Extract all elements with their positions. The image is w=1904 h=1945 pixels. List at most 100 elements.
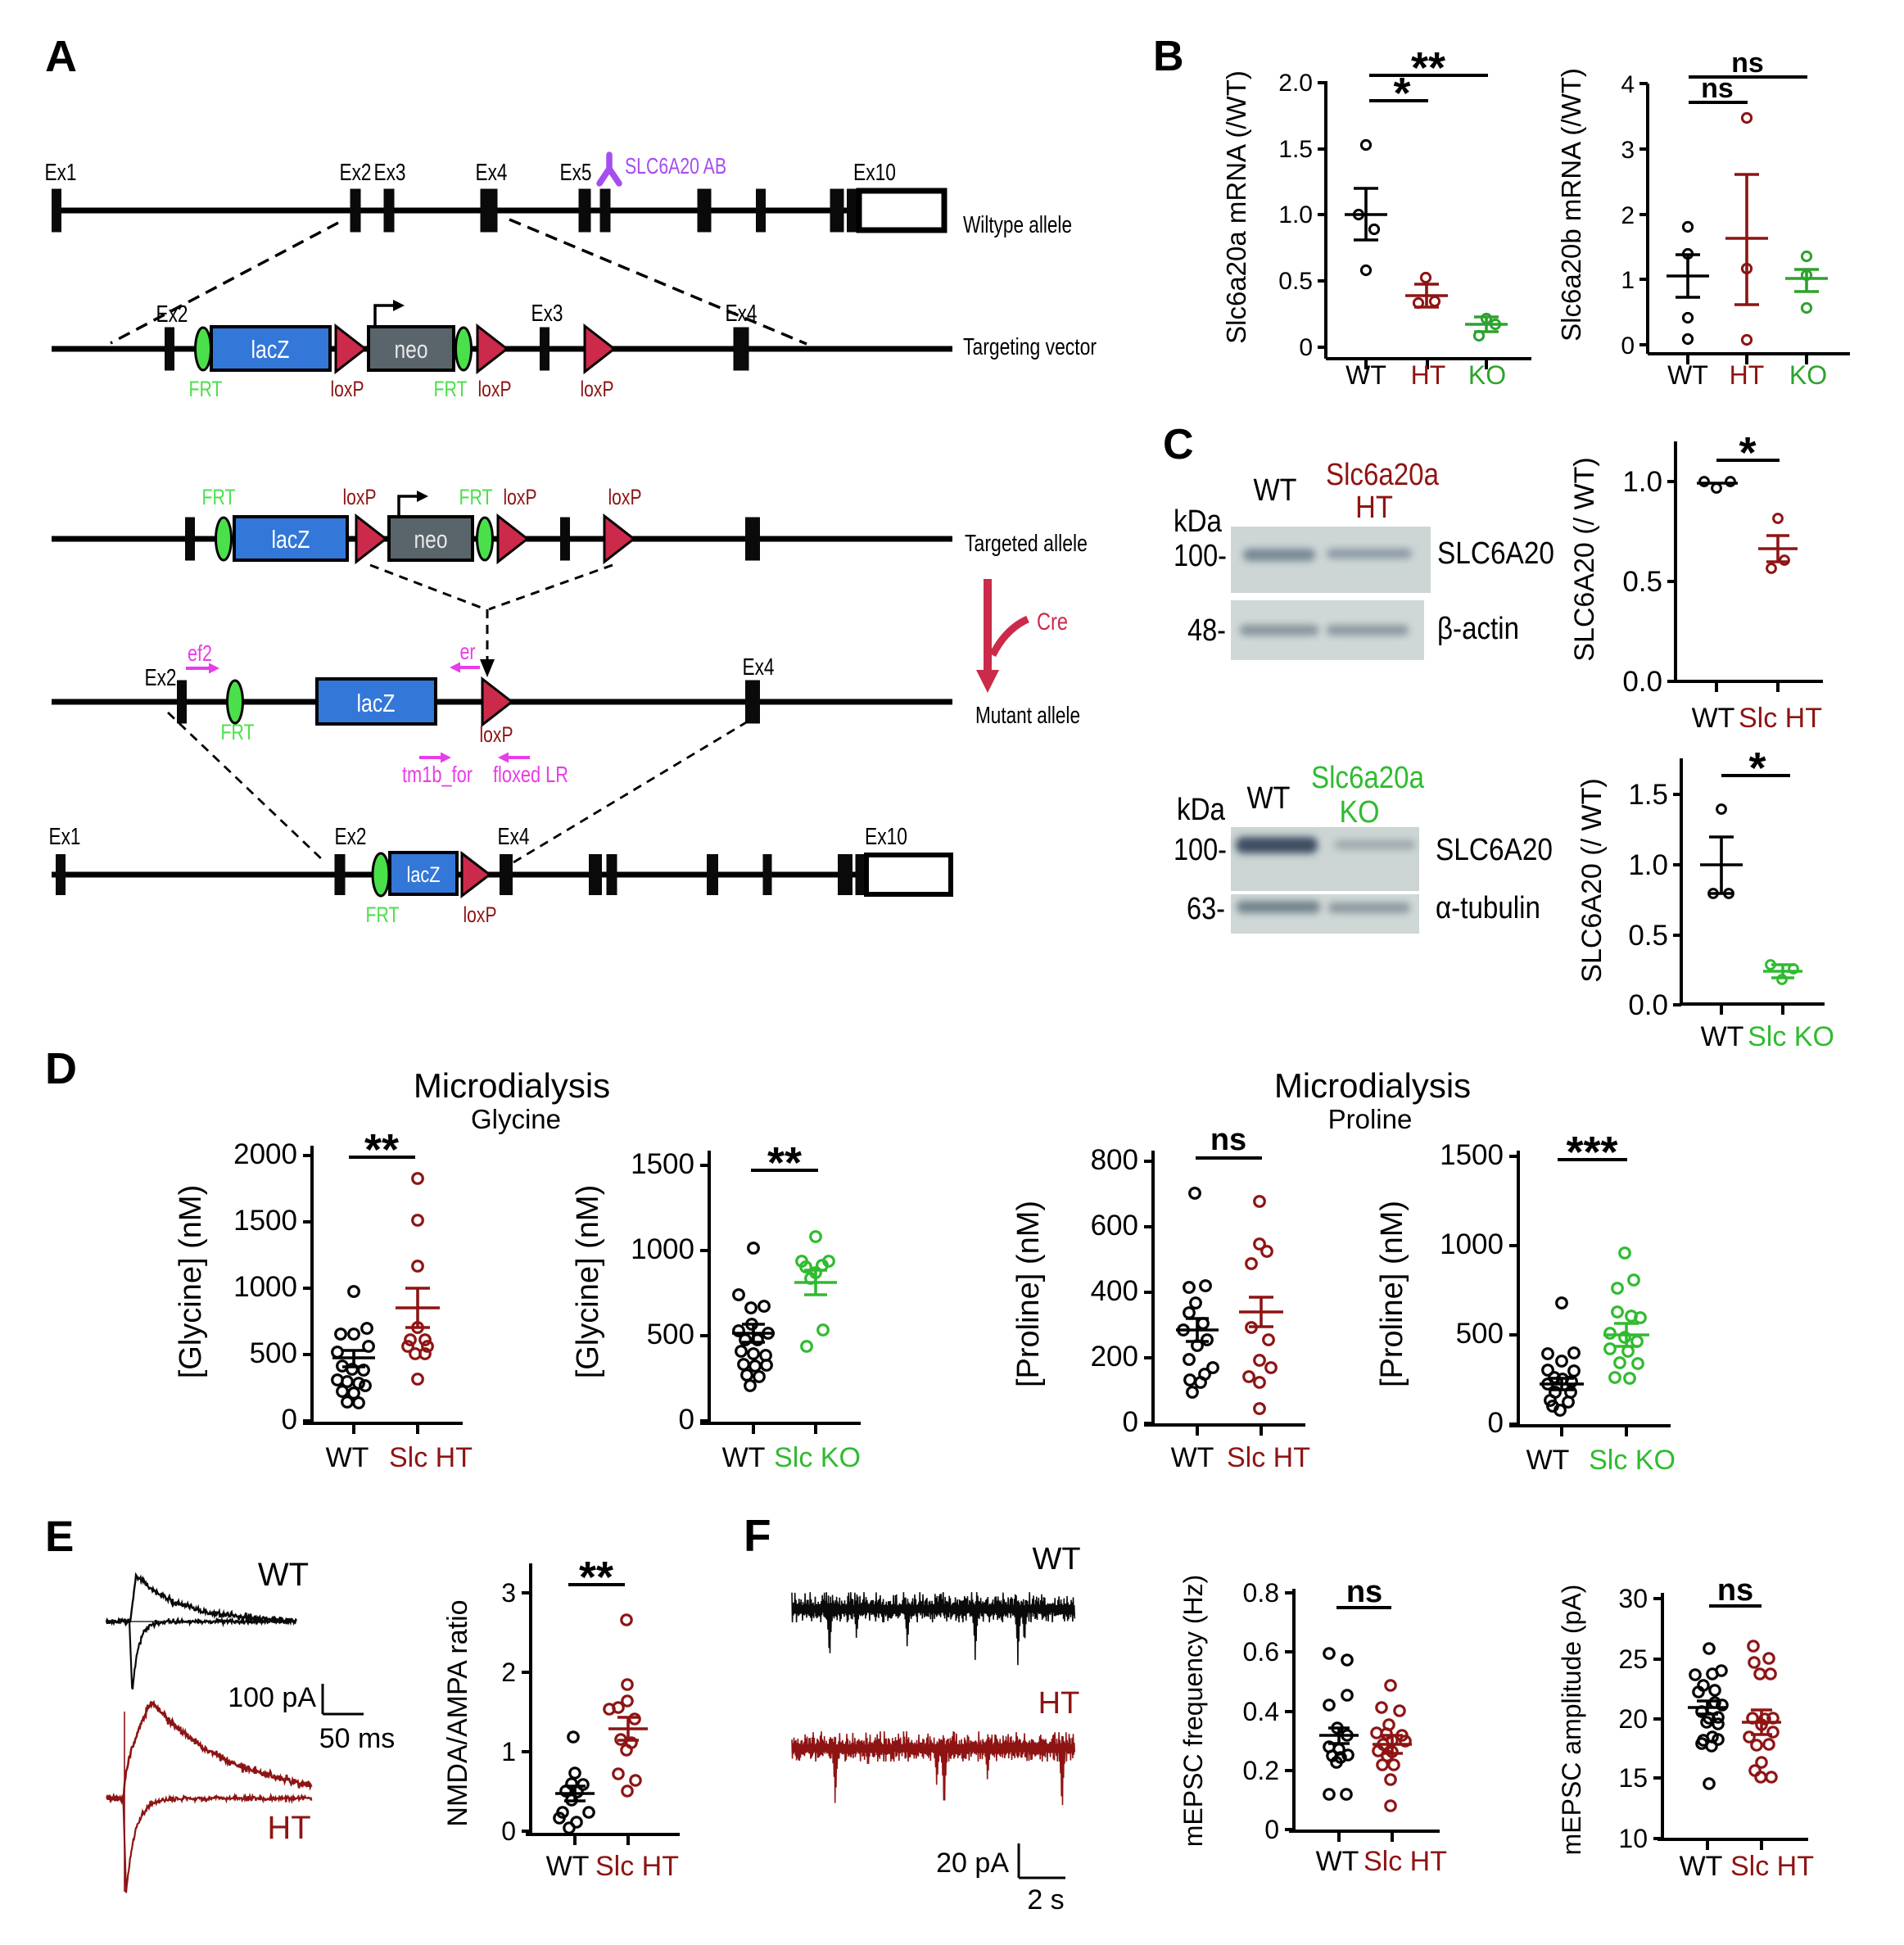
svg-text:C: C [1163,421,1194,468]
svg-text:0.8: 0.8 [1243,1578,1279,1608]
svg-text:0.5: 0.5 [1622,566,1662,598]
svg-text:0: 0 [1123,1406,1138,1438]
svg-text:**: ** [579,1553,613,1602]
svg-text:E: E [45,1513,74,1561]
svg-text:WT: WT [1680,1851,1723,1882]
svg-text:ns: ns [1346,1575,1382,1609]
svg-text:*: * [1393,69,1410,118]
svg-text:1.0: 1.0 [1278,201,1313,228]
svg-text:WT: WT [1254,473,1297,508]
svg-text:Targeted allele: Targeted allele [965,531,1088,557]
svg-text:0: 0 [1299,334,1313,361]
svg-text:63-: 63- [1187,892,1225,926]
svg-text:er: er [460,639,476,664]
svg-text:3: 3 [1621,137,1635,164]
svg-text:[Proline] (nM): [Proline] (nM) [1011,1201,1046,1387]
svg-text:kDa: kDa [1177,793,1226,827]
svg-text:KO: KO [1340,795,1380,830]
svg-text:β-actin: β-actin [1437,612,1519,646]
svg-text:0.5: 0.5 [1628,920,1668,952]
svg-text:***: *** [1566,1128,1617,1177]
svg-text:ns: ns [1717,1573,1753,1608]
svg-text:WT: WT [1171,1442,1214,1473]
svg-text:ns: ns [1701,73,1734,104]
svg-text:[Proline] (nM): [Proline] (nM) [1375,1201,1409,1387]
svg-text:Glycine: Glycine [471,1104,561,1134]
svg-text:Ex2: Ex2 [145,665,177,691]
svg-text:Ex3: Ex3 [374,160,406,186]
svg-text:WT: WT [1526,1445,1570,1476]
svg-text:neo: neo [395,335,428,364]
svg-text:Cre: Cre [1037,608,1068,636]
svg-text:Slc KO: Slc KO [1748,1021,1834,1052]
svg-text:1.5: 1.5 [1628,779,1668,811]
svg-text:30: 30 [1618,1584,1648,1613]
svg-text:1500: 1500 [233,1205,297,1237]
svg-text:WT: WT [258,1557,309,1593]
svg-text:*: * [1739,428,1756,477]
svg-text:loxP: loxP [331,377,364,401]
svg-text:mEPSC frequency (Hz): mEPSC frequency (Hz) [1178,1575,1208,1848]
svg-text:loxP: loxP [608,485,642,509]
svg-text:A: A [45,32,77,81]
svg-text:Slc6a20a mRNA (/WT): Slc6a20a mRNA (/WT) [1221,70,1251,344]
svg-text:WT: WT [1667,360,1708,390]
svg-text:WT: WT [1316,1846,1359,1877]
svg-text:HT: HT [1411,360,1446,390]
svg-text:200: 200 [1091,1341,1138,1373]
svg-text:*: * [1748,744,1766,793]
svg-text:800: 800 [1091,1144,1138,1176]
svg-text:0: 0 [282,1404,297,1436]
svg-text:floxed LR: floxed LR [493,762,568,787]
svg-text:0: 0 [501,1816,516,1846]
svg-text:lacZ: lacZ [357,689,396,717]
svg-text:ef2: ef2 [188,640,212,666]
svg-text:loxP: loxP [464,902,497,927]
svg-text:0: 0 [1488,1407,1504,1439]
svg-text:Slc HT: Slc HT [1364,1846,1447,1877]
svg-text:Ex2: Ex2 [335,824,367,850]
svg-text:FRT: FRT [459,485,493,509]
svg-text:SLC6A20 (/ WT): SLC6A20 (/ WT) [1569,457,1600,661]
svg-text:100 pA: 100 pA [228,1682,316,1713]
svg-text:lacZ: lacZ [272,525,310,554]
svg-text:Ex4: Ex4 [476,160,508,186]
svg-text:SLC6A20 AB: SLC6A20 AB [625,153,726,179]
svg-text:**: ** [1411,43,1445,93]
svg-text:[Glycine] (nM): [Glycine] (nM) [571,1185,605,1378]
svg-text:SLC6A20: SLC6A20 [1437,536,1554,571]
svg-text:20: 20 [1618,1704,1648,1734]
svg-text:Proline: Proline [1328,1104,1413,1134]
svg-text:Slc KO: Slc KO [1589,1445,1676,1476]
svg-text:100-: 100- [1174,833,1227,867]
svg-text:1500: 1500 [1440,1139,1504,1171]
svg-text:Ex10: Ex10 [853,160,896,186]
svg-text:Ex4: Ex4 [726,301,758,327]
svg-text:HT: HT [1730,360,1765,390]
svg-text:Slc6a20a: Slc6a20a [1311,761,1425,795]
svg-text:Ex1: Ex1 [45,160,77,186]
svg-text:50 ms: 50 ms [319,1723,396,1754]
svg-text:SLC6A20 (/ WT): SLC6A20 (/ WT) [1576,778,1608,982]
svg-text:20 pA: 20 pA [936,1848,1009,1879]
svg-text:loxP: loxP [343,485,377,509]
svg-text:Slc HT: Slc HT [389,1442,473,1473]
svg-text:B: B [1153,33,1184,80]
svg-text:α-tubulin: α-tubulin [1436,891,1540,925]
svg-text:FRT: FRT [202,485,236,509]
svg-text:D: D [45,1044,77,1093]
svg-text:Slc6a20a: Slc6a20a [1326,458,1440,492]
svg-text:2: 2 [501,1658,516,1687]
svg-text:Slc HT: Slc HT [1730,1851,1814,1882]
svg-text:0: 0 [1264,1815,1279,1844]
svg-text:400: 400 [1091,1275,1138,1307]
svg-text:500: 500 [1456,1318,1504,1350]
svg-text:mEPSC amplitude (pA): mEPSC amplitude (pA) [1557,1585,1586,1856]
svg-text:WT: WT [722,1442,766,1473]
svg-text:3: 3 [501,1578,516,1608]
svg-text:lacZ: lacZ [407,862,441,887]
svg-text:Microdialysis: Microdialysis [414,1066,610,1105]
svg-text:1000: 1000 [631,1233,694,1265]
svg-text:1.0: 1.0 [1628,849,1668,881]
svg-text:500: 500 [250,1337,297,1369]
